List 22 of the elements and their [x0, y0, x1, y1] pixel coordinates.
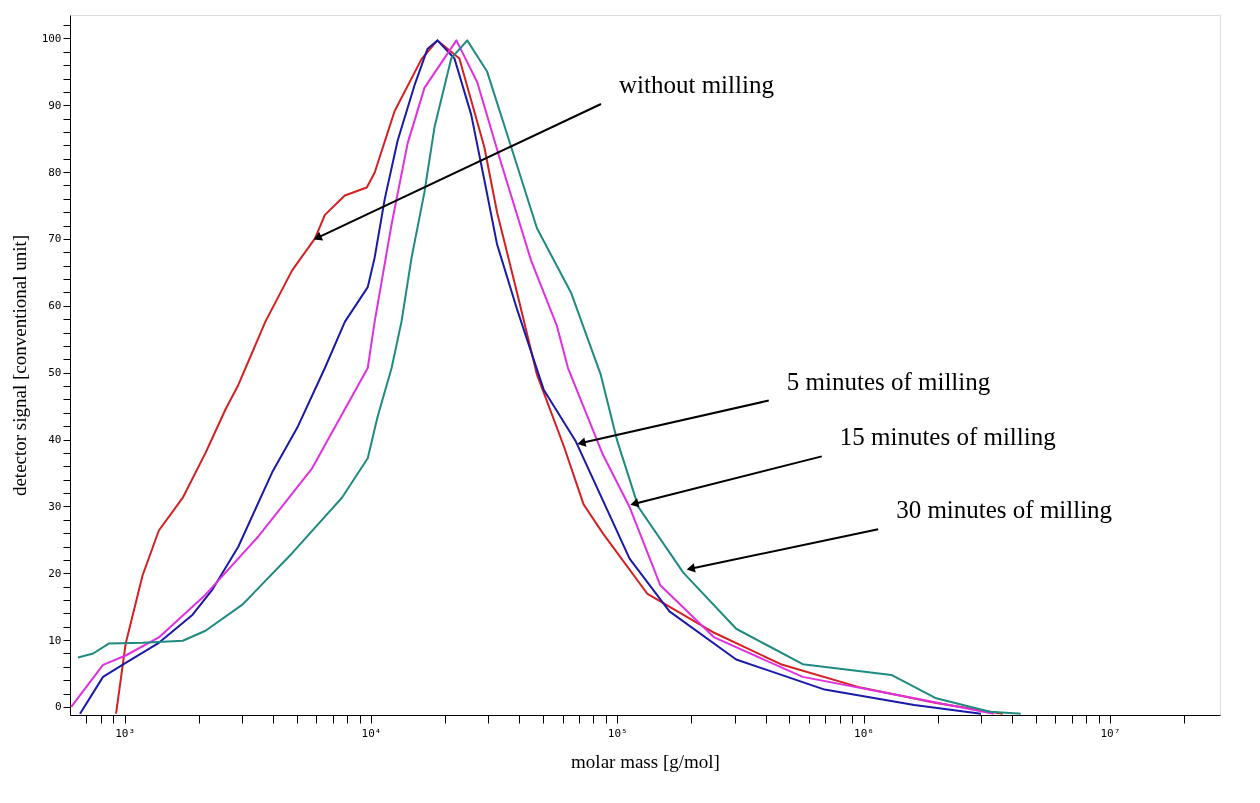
y-tick-label: 70	[48, 232, 62, 246]
y-tick-label: 30	[48, 499, 62, 513]
annotation: 5 minutes of milling	[786, 367, 991, 395]
annotation: 15 minutes of milling	[839, 423, 1057, 451]
y-tick-label: 100	[41, 31, 62, 45]
x-tick-label: 10⁵	[607, 726, 628, 740]
y-tick-label: 0	[54, 700, 62, 714]
y-tick-label: 80	[48, 165, 62, 179]
y-tick-label: 50	[48, 366, 62, 380]
x-tick-label: 10⁷	[1100, 726, 1121, 740]
y-axis-title: detector signal [conventional unit]	[8, 234, 30, 497]
y-tick-label: 10	[48, 633, 62, 647]
x-tick-label: 10⁶	[854, 726, 874, 740]
annotation: without milling	[619, 70, 775, 98]
y-tick-label: 20	[48, 566, 62, 580]
x-axis-title: molar mass [g/mol]	[571, 750, 720, 772]
y-tick-label: 90	[48, 98, 62, 112]
x-tick-label: 10³	[115, 726, 136, 740]
x-tick-label: 10⁴	[361, 726, 382, 740]
y-tick-label: 40	[48, 433, 62, 447]
y-tick-label: 60	[48, 299, 62, 313]
annotation: 30 minutes of milling	[896, 496, 1113, 524]
